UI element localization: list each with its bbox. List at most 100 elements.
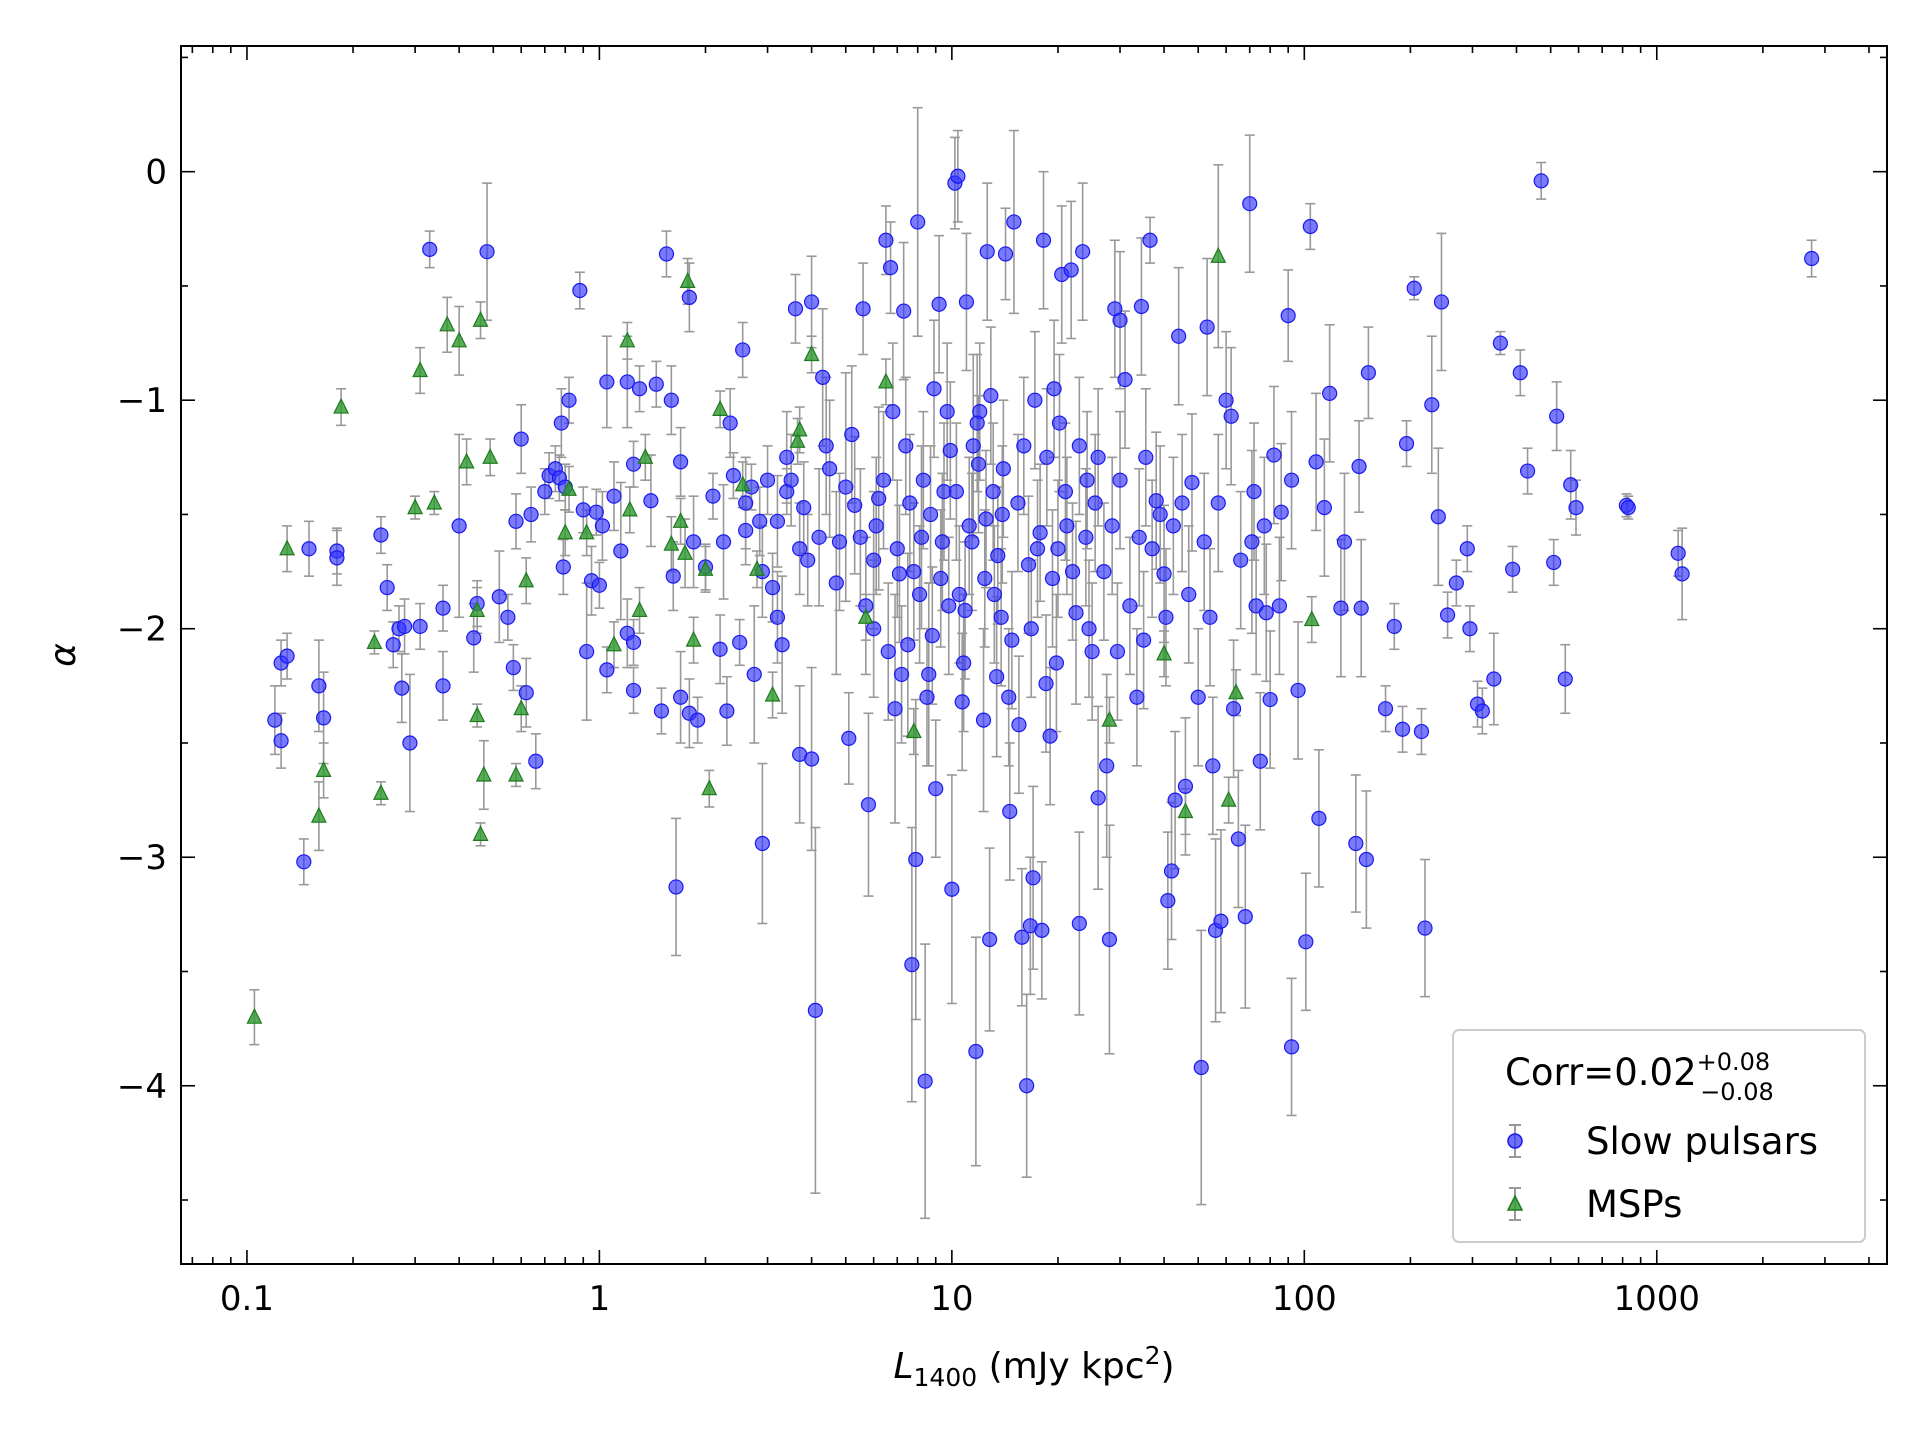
msp-point xyxy=(663,534,680,551)
slow-pulsar-point xyxy=(591,577,607,593)
slow-pulsar-point xyxy=(1181,586,1197,603)
slow-pulsar-point xyxy=(815,369,831,385)
slow-pulsar-point xyxy=(1039,449,1055,465)
msp-point xyxy=(764,685,781,702)
marker-layer xyxy=(246,168,1820,1094)
slow-pulsar-point xyxy=(941,598,957,614)
slow-pulsar-point xyxy=(1160,893,1176,909)
slow-pulsar-point xyxy=(1302,218,1318,235)
slow-pulsar-point xyxy=(412,618,428,635)
slow-pulsar-point xyxy=(1027,392,1043,408)
x-axis-label-end: ) xyxy=(1160,1346,1174,1387)
slow-pulsar-point xyxy=(379,579,395,596)
slow-pulsar-point xyxy=(926,381,942,397)
slow-pulsar-point xyxy=(792,541,808,557)
slow-pulsar-point xyxy=(1099,758,1115,774)
slow-pulsar-point xyxy=(1158,609,1174,625)
slow-pulsar-point xyxy=(735,342,751,358)
msp-point xyxy=(451,331,468,348)
slow-pulsar-point xyxy=(712,641,728,657)
slow-pulsar-point xyxy=(1266,447,1282,463)
slow-pulsar-point xyxy=(1199,319,1215,335)
slow-pulsar-point xyxy=(934,534,950,550)
msp-point xyxy=(789,431,806,448)
slow-pulsar-point xyxy=(267,712,283,728)
msp-point xyxy=(310,806,327,823)
slow-pulsar-point xyxy=(906,563,922,580)
slow-pulsar-point xyxy=(942,442,958,459)
slow-pulsar-point xyxy=(273,733,289,749)
slow-pulsar-point xyxy=(841,730,857,747)
slow-pulsar-point xyxy=(1084,643,1100,660)
slow-pulsar-point xyxy=(732,634,748,651)
slow-pulsar-point xyxy=(1059,518,1075,534)
slow-pulsar-point xyxy=(956,655,972,671)
slow-pulsar-point xyxy=(993,609,1009,625)
slow-pulsar-point xyxy=(1398,436,1415,452)
tick-layer xyxy=(181,46,1887,1264)
slow-pulsar-point xyxy=(803,751,820,767)
slow-pulsar-point xyxy=(978,511,994,527)
slow-pulsar-point xyxy=(1090,790,1106,806)
msp-point xyxy=(631,601,648,618)
msp-point xyxy=(426,493,443,510)
slow-pulsar-point xyxy=(1351,458,1367,475)
msp-point xyxy=(1228,683,1244,700)
slow-pulsar-point xyxy=(910,214,926,230)
slow-pulsar-point xyxy=(1142,232,1158,248)
slow-pulsar-point xyxy=(1011,717,1027,733)
msp-point xyxy=(905,722,922,739)
slow-pulsar-point xyxy=(990,547,1006,564)
slow-pulsar-point xyxy=(983,388,999,404)
slow-pulsar-point xyxy=(951,586,967,603)
msp-point xyxy=(791,420,808,437)
plot-frame xyxy=(180,45,1888,1265)
slow-pulsar-point xyxy=(513,431,529,447)
slow-pulsar-point xyxy=(435,678,451,694)
slow-pulsar-point xyxy=(831,534,848,550)
slow-pulsar-point xyxy=(402,735,418,751)
slow-pulsar-point xyxy=(1377,701,1394,717)
y-tick-label: −3 xyxy=(117,838,167,878)
slow-pulsar-point xyxy=(1193,1059,1209,1076)
slow-pulsar-point xyxy=(878,232,894,248)
msp-point xyxy=(469,601,486,618)
slow-pulsar-point xyxy=(1025,870,1041,886)
slow-pulsar-point xyxy=(1430,509,1446,525)
slow-pulsar-point xyxy=(868,518,884,534)
slow-pulsar-point xyxy=(1424,397,1440,413)
slow-pulsar-point xyxy=(997,246,1014,262)
slow-pulsar-point xyxy=(1112,472,1128,488)
msp-point xyxy=(803,345,820,362)
legend-box xyxy=(1452,1029,1866,1243)
slow-pulsar-point xyxy=(1406,280,1422,296)
slow-pulsar-point xyxy=(613,543,629,559)
slow-pulsar-point xyxy=(1104,518,1120,534)
slow-pulsar-point xyxy=(796,500,812,516)
slow-pulsar-point xyxy=(1004,632,1020,648)
slow-pulsar-point xyxy=(774,637,790,653)
msp-point xyxy=(857,607,874,624)
slow-pulsar-point xyxy=(715,534,732,550)
slow-pulsar-point xyxy=(466,630,482,646)
slow-pulsar-point xyxy=(572,282,588,299)
slow-pulsar-point xyxy=(663,392,679,408)
slow-pulsar-point xyxy=(422,241,438,257)
slow-pulsar-point xyxy=(1308,454,1324,470)
msp-point xyxy=(372,783,389,800)
slow-pulsar-point xyxy=(1019,1078,1035,1094)
slow-pulsar-point xyxy=(1448,575,1464,591)
slow-pulsar-point xyxy=(982,931,998,948)
slow-pulsar-point xyxy=(1394,721,1411,737)
slow-pulsar-point xyxy=(1002,803,1018,820)
slow-pulsar-point xyxy=(818,438,834,454)
msp-point xyxy=(412,361,429,378)
slow-pulsar-point xyxy=(1262,691,1278,708)
msp-point xyxy=(712,400,729,416)
slow-pulsar-point xyxy=(594,518,611,534)
msp-point xyxy=(472,310,489,327)
slow-pulsar-point xyxy=(900,637,916,653)
slow-pulsar-point xyxy=(1440,607,1456,623)
slow-pulsar-point xyxy=(1136,632,1152,648)
slow-pulsar-point xyxy=(579,643,595,660)
